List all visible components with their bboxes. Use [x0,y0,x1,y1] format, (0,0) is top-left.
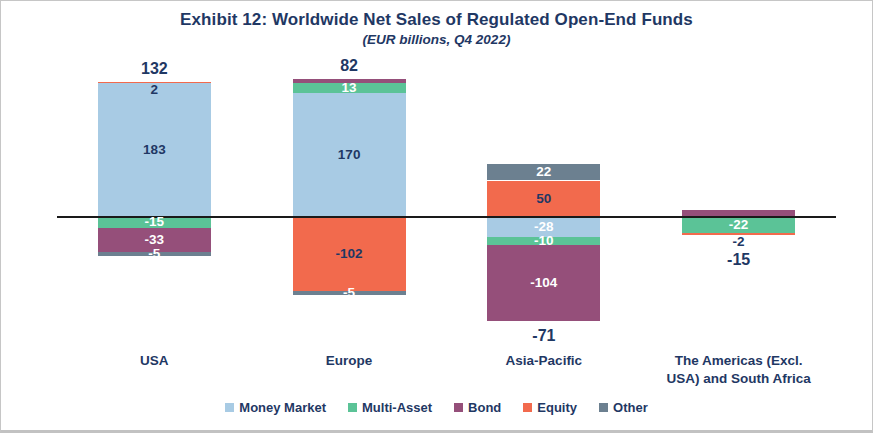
category-label-line: USA) and South Africa [629,370,849,388]
segment-value-label: 183 [98,142,211,158]
bar-total-label: -71 [467,326,620,346]
bar-total-label: 132 [78,59,231,79]
legend-swatch-icon [225,403,234,412]
segment-value-label: -22 [682,217,795,233]
segment-value-label: -104 [487,275,600,291]
legend-label: Multi-Asset [362,400,432,415]
segment-value-label: -5 [98,246,211,262]
legend-label: Bond [468,400,501,415]
legend-swatch-icon [599,403,608,412]
bar-total-label: 82 [273,56,426,76]
category-label-line: USA [44,352,264,370]
segment-value-label: -102 [293,246,406,262]
legend-label: Money Market [239,400,326,415]
category-label-asia-pacific: Asia-Pacific [434,352,654,370]
legend-item-equity: Equity [523,400,577,415]
segment-value-label: 22 [487,164,600,180]
category-label-europe: Europe [239,352,459,370]
segment-value-label: -10 [487,233,600,249]
category-label-line: Europe [239,352,459,370]
category-label-line: Asia-Pacific [434,352,654,370]
legend: Money Market Multi-Asset Bond Equity Other [1,400,872,415]
legend-item-money-market: Money Market [225,400,326,415]
segment-value-label: -5 [293,285,406,301]
legend-label: Other [613,400,648,415]
segment-value-label: 13 [293,80,406,96]
chart-frame: Exhibit 12: Worldwide Net Sales of Regul… [0,0,873,433]
bar-total-label: -15 [662,250,815,270]
segment-value-label: -2 [682,234,795,250]
legend-swatch-icon [454,403,463,412]
segment-value-label: 50 [487,191,600,207]
legend-item-multi-asset: Multi-Asset [348,400,432,415]
legend-item-other: Other [599,400,648,415]
legend-swatch-icon [348,403,357,412]
segment-value-label: 2 [98,82,211,98]
legend-swatch-icon [523,403,532,412]
plot-area: 2183-15-33-5132USA13170-102-582Europe225… [1,1,872,430]
category-label-the-americas-excl-usa-and-south-africa: The Americas (Excl.USA) and South Africa [629,352,849,388]
segment-value-label: 170 [293,147,406,163]
legend-item-bond: Bond [454,400,501,415]
category-label-usa: USA [44,352,264,370]
segment-value-label: -15 [98,214,211,230]
category-label-line: The Americas (Excl. [629,352,849,370]
legend-label: Equity [537,400,577,415]
